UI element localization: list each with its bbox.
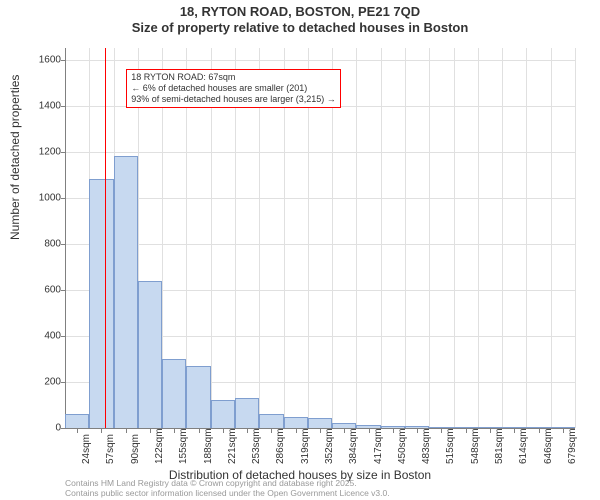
x-tick-label: 581sqm [494, 428, 505, 464]
histogram-bar [162, 359, 186, 428]
credits-line-1: Contains HM Land Registry data © Crown c… [65, 478, 390, 488]
y-tick-label: 1000 [39, 192, 61, 203]
histogram-bar [89, 179, 113, 428]
x-tick-label: 253sqm [251, 428, 262, 464]
annotation-box: 18 RYTON ROAD: 67sqm← 6% of detached hou… [126, 69, 341, 108]
y-tick-label: 1200 [39, 146, 61, 157]
histogram-bar [138, 281, 162, 428]
y-tick-label: 800 [44, 238, 61, 249]
y-tick-label: 600 [44, 284, 61, 295]
x-tick-mark [101, 428, 102, 433]
annotation-line: ← 6% of detached houses are smaller (201… [131, 83, 336, 94]
histogram-bar [308, 418, 332, 428]
x-tick-label: 548sqm [470, 428, 481, 464]
x-tick-mark [539, 428, 540, 433]
property-marker-line [105, 48, 106, 428]
x-tick-label: 646sqm [543, 428, 554, 464]
gridline-horizontal [65, 152, 575, 153]
x-tick-label: 188sqm [203, 428, 214, 464]
x-tick-mark [223, 428, 224, 433]
histogram-bar [259, 414, 283, 428]
x-tick-label: 614sqm [518, 428, 529, 464]
histogram-bar [284, 417, 308, 429]
x-tick-label: 221sqm [227, 428, 238, 464]
gridline-vertical [575, 48, 576, 428]
x-tick-mark [490, 428, 491, 433]
plot-area: 18 RYTON ROAD: 67sqm← 6% of detached hou… [65, 48, 575, 428]
gridline-horizontal [65, 60, 575, 61]
gridline-horizontal [65, 244, 575, 245]
x-axis-ticks: 24sqm 57sqm 90sqm 122sqm 155sqm 188sqm 221sqm 2… [65, 428, 575, 468]
y-tick-label: 200 [44, 376, 61, 387]
x-tick-mark [441, 428, 442, 433]
histogram-bar [211, 400, 235, 428]
x-tick-mark [369, 428, 370, 433]
x-tick-label: 319sqm [300, 428, 311, 464]
gridline-horizontal [65, 198, 575, 199]
credits-block: Contains HM Land Registry data © Crown c… [65, 478, 390, 498]
x-tick-label: 155sqm [178, 428, 189, 464]
y-tick-label: 1400 [39, 100, 61, 111]
x-tick-mark [126, 428, 127, 433]
x-tick-mark [466, 428, 467, 433]
x-tick-mark [199, 428, 200, 433]
y-axis-ticks: 02004006008001000120014001600 [0, 48, 65, 428]
x-tick-label: 57sqm [105, 434, 116, 464]
histogram-bar [114, 156, 138, 428]
x-tick-label: 450sqm [397, 428, 408, 464]
x-tick-label: 286sqm [275, 428, 286, 464]
credits-line-2: Contains public sector information licen… [65, 488, 390, 498]
axis-line-left [65, 48, 66, 428]
x-tick-mark [417, 428, 418, 433]
x-tick-mark [563, 428, 564, 433]
x-tick-mark [77, 428, 78, 433]
x-tick-label: 122sqm [154, 428, 165, 464]
x-tick-label: 384sqm [348, 428, 359, 464]
x-tick-label: 515sqm [445, 428, 456, 464]
x-tick-label: 679sqm [567, 428, 578, 464]
x-tick-mark [247, 428, 248, 433]
plot-background: 18 RYTON ROAD: 67sqm← 6% of detached hou… [65, 48, 575, 428]
chart-title-block: 18, RYTON ROAD, BOSTON, PE21 7QD Size of… [0, 4, 600, 35]
x-tick-mark [320, 428, 321, 433]
y-tick-label: 400 [44, 330, 61, 341]
histogram-bar [186, 366, 210, 428]
x-tick-mark [296, 428, 297, 433]
x-tick-label: 417sqm [373, 428, 384, 464]
x-tick-mark [344, 428, 345, 433]
annotation-line: 18 RYTON ROAD: 67sqm [131, 72, 336, 83]
annotation-line: 93% of semi-detached houses are larger (… [131, 94, 336, 105]
x-tick-mark [514, 428, 515, 433]
x-tick-label: 352sqm [324, 428, 335, 464]
x-tick-mark [271, 428, 272, 433]
y-tick-label: 1600 [39, 54, 61, 65]
chart-title-sub: Size of property relative to detached ho… [0, 20, 600, 35]
x-tick-mark [174, 428, 175, 433]
x-tick-mark [393, 428, 394, 433]
x-tick-label: 483sqm [421, 428, 432, 464]
histogram-bar [65, 414, 89, 428]
chart-title-main: 18, RYTON ROAD, BOSTON, PE21 7QD [0, 4, 600, 19]
x-tick-label: 90sqm [130, 434, 141, 464]
x-tick-label: 24sqm [81, 434, 92, 464]
histogram-bar [235, 398, 259, 428]
x-tick-mark [150, 428, 151, 433]
